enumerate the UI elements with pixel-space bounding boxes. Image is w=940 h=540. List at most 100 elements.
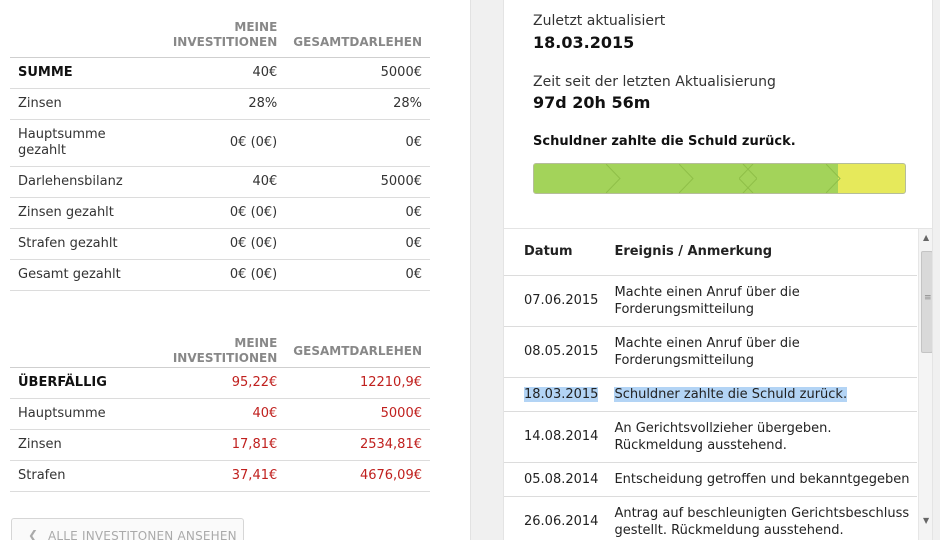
status-card: Zuletzt aktualisiert 18.03.2015 Zeit sei… (503, 0, 933, 229)
table-row: 05.08.2014 Entscheidung getroffen und be… (504, 462, 917, 497)
row-label: SUMME (10, 57, 160, 89)
header-event: Ereignis / Anmerkung (604, 229, 917, 276)
event-description: Antrag auf beschleunigten Gerichtsbeschl… (604, 496, 917, 540)
header-empty (10, 10, 160, 58)
header-empty (10, 336, 120, 368)
total-loan-value: 28% (285, 88, 430, 120)
progress-segment-divider (826, 164, 841, 193)
row-label: Hauptsumme gezahlt (10, 119, 160, 167)
total-loan-value: 5000€ (285, 166, 430, 198)
table-row: 14.08.2014 An Gerichtsvollzieher übergeb… (504, 411, 917, 463)
table-row: Hauptsumme 40€ 5000€ (10, 398, 430, 430)
event-date: 18.03.2015 (504, 377, 605, 412)
event-description: Machte einen Anruf über die Forderungsmi… (604, 326, 917, 378)
table-header-row: MEINE INVESTITIONEN GESAMTDARLEHEN (10, 336, 430, 368)
total-loan-value: 2534,81€ (285, 429, 430, 461)
table-row: Strafen 37,41€ 4676,09€ (10, 460, 430, 492)
table-row-selected: 18.03.2015 Schuldner zahlte die Schuld z… (504, 377, 917, 412)
event-date: 08.05.2015 (504, 326, 605, 378)
progress-segment-divider (606, 164, 621, 193)
my-investment-value: 17,81€ (119, 429, 286, 461)
selected-event-text: Schuldner zahlte die Schuld zurück. (614, 386, 848, 402)
total-loan-value: 12210,9€ (285, 367, 430, 399)
table-row: Strafen gezahlt 0€ (0€) 0€ (10, 228, 430, 260)
event-description: Schuldner zahlte die Schuld zurück. (604, 377, 917, 412)
scroll-down-arrow-icon[interactable]: ▼ (923, 516, 930, 525)
row-label: Strafen (10, 460, 120, 492)
my-investment-value: 37,41€ (119, 460, 286, 492)
time-since-value: 97d 20h 56m (533, 93, 651, 112)
row-label: Gesamt gezahlt (10, 259, 160, 291)
total-loan-value: 0€ (285, 228, 430, 260)
scroll-up-arrow-icon[interactable]: ▲ (923, 233, 930, 242)
status-message: Schuldner zahlte die Schuld zurück. (533, 134, 796, 149)
total-loan-value: 5000€ (285, 57, 430, 89)
total-loan-value: 0€ (285, 197, 430, 229)
table-row: SUMME 40€ 5000€ (10, 57, 430, 89)
chevron-left-icon: ❮ (28, 528, 39, 540)
event-date: 07.06.2015 (504, 275, 605, 327)
events-scrollbar[interactable]: ▲ ≡ ▼ (918, 229, 932, 540)
table-row: ÜBERFÄLLIG 95,22€ 12210,9€ (10, 367, 430, 399)
event-date: 26.06.2014 (504, 496, 605, 540)
last-updated-value: 18.03.2015 (533, 33, 635, 52)
table-row: Zinsen 17,81€ 2534,81€ (10, 429, 430, 461)
header-my-investments: MEINE INVESTITIONEN (119, 336, 286, 368)
view-all-investments-label: ALLE INVESTITONEN ANSEHEN (48, 529, 237, 540)
my-investment-value: 0€ (0€) (159, 119, 286, 167)
my-investment-value: 0€ (0€) (159, 228, 286, 260)
view-all-investments-button[interactable]: ❮ ALLE INVESTITONEN ANSEHEN (11, 518, 244, 540)
total-loan-value: 4676,09€ (285, 460, 430, 492)
header-total-loan: GESAMTDARLEHEN (285, 336, 430, 368)
event-description: Entscheidung getroffen und bekanntgegebe… (604, 462, 917, 497)
table-row: Hauptsumme gezahlt 0€ (0€) 0€ (10, 119, 430, 167)
grip-icon: ≡ (924, 293, 932, 303)
investment-overview-table: MEINE INVESTITIONEN GESAMTDARLEHEN SUMME… (10, 10, 430, 291)
progress-segment-divider (739, 164, 757, 193)
overdue-table: MEINE INVESTITIONEN GESAMTDARLEHEN ÜBERF… (10, 336, 430, 492)
table-row: 08.05.2015 Machte einen Anruf über die F… (504, 326, 917, 378)
row-label: Zinsen gezahlt (10, 197, 160, 229)
row-label: Darlehensbilanz (10, 166, 160, 198)
events-header-row: Datum Ereignis / Anmerkung (504, 229, 917, 276)
progress-fill (534, 164, 839, 193)
last-updated-label: Zuletzt aktualisiert (533, 13, 666, 29)
row-label: Hauptsumme (10, 398, 120, 430)
table-row: 07.06.2015 Machte einen Anruf über die F… (504, 275, 917, 327)
header-total-loan: GESAMTDARLEHEN (285, 10, 430, 58)
progress-segment-divider (679, 164, 694, 193)
time-since-label: Zeit seit der letzten Aktualisierung (533, 74, 776, 90)
row-label: Strafen gezahlt (10, 228, 160, 260)
event-description: Machte einen Anruf über die Forderungsmi… (604, 275, 917, 327)
table-row: Darlehensbilanz 40€ 5000€ (10, 166, 430, 198)
total-loan-value: 0€ (285, 119, 430, 167)
event-date: 05.08.2014 (504, 462, 605, 497)
row-label: ÜBERFÄLLIG (10, 367, 120, 399)
table-row: Zinsen gezahlt 0€ (0€) 0€ (10, 197, 430, 229)
table-row: 26.06.2014 Antrag auf beschleunigten Ger… (504, 496, 917, 540)
repayment-progress-bar (533, 163, 906, 194)
my-investment-value: 0€ (0€) (159, 197, 286, 229)
table-row: Zinsen 28% 28% (10, 88, 430, 120)
table-row: Gesamt gezahlt 0€ (0€) 0€ (10, 259, 430, 291)
total-loan-value: 5000€ (285, 398, 430, 430)
my-investment-value: 0€ (0€) (159, 259, 286, 291)
my-investment-value: 95,22€ (119, 367, 286, 399)
events-table: Datum Ereignis / Anmerkung 07.06.2015 Ma… (504, 229, 917, 540)
row-label: Zinsen (10, 429, 120, 461)
my-investment-value: 40€ (159, 57, 286, 89)
events-log[interactable]: Datum Ereignis / Anmerkung 07.06.2015 Ma… (503, 229, 933, 540)
scrollbar-thumb[interactable]: ≡ (921, 251, 932, 353)
my-investment-value: 40€ (159, 166, 286, 198)
loan-status-panel: Zuletzt aktualisiert 18.03.2015 Zeit sei… (470, 0, 940, 540)
selected-date-text: 18.03.2015 (524, 386, 599, 402)
header-my-investments: MEINE INVESTITIONEN (159, 10, 286, 58)
my-investment-value: 28% (159, 88, 286, 120)
total-loan-value: 0€ (285, 259, 430, 291)
header-date: Datum (504, 229, 605, 276)
table-header-row: MEINE INVESTITIONEN GESAMTDARLEHEN (10, 10, 430, 58)
my-investment-value: 40€ (119, 398, 286, 430)
loan-summary-panel: MEINE INVESTITIONEN GESAMTDARLEHEN SUMME… (10, 10, 430, 540)
row-label: Zinsen (10, 88, 160, 120)
event-date: 14.08.2014 (504, 411, 605, 463)
